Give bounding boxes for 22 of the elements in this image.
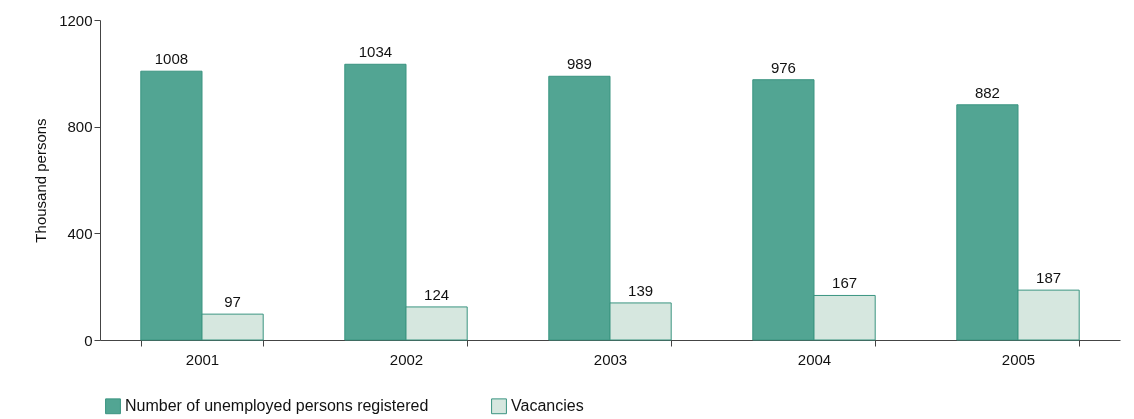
data-label: 1034 [358,43,393,61]
x-tick-label: 2005 [1001,350,1036,368]
data-label: 989 [566,55,592,73]
data-label: 187 [1036,269,1062,287]
x-tick-label: 2003 [593,350,628,368]
x-tick-label: 2002 [389,350,424,368]
legend-label: Number of unemployed persons registered [125,397,429,415]
data-label: 167 [832,274,858,292]
data-label: 124 [424,285,450,303]
y-tick-label: 0 [84,331,93,349]
data-label: 1008 [154,50,189,68]
y-tick-label: 1200 [59,11,93,29]
data-label: 976 [770,58,796,76]
y-tick-label: 400 [67,224,93,242]
x-tick-label: 2001 [185,350,220,368]
legend-label: Vacancies [511,397,584,415]
data-label: 139 [628,281,654,299]
y-tick-label: 800 [67,118,93,136]
x-tick-label: 2004 [797,350,832,368]
data-label: 882 [974,83,1000,101]
data-label: 97 [224,293,241,311]
y-axis-title: Thousand persons [32,118,50,243]
